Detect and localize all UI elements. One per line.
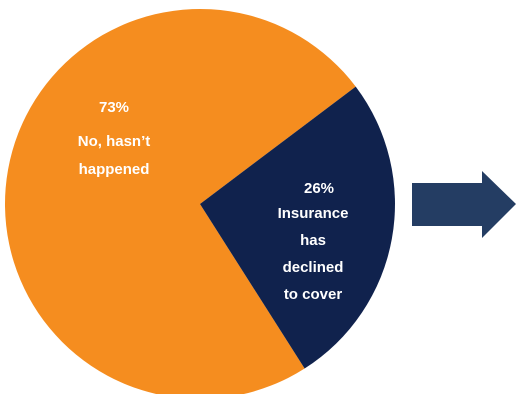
slice-value-label-0: 73%: [99, 99, 129, 116]
slice-label-0-line-1: No, hasn’t: [78, 133, 151, 150]
slice-label-1-line-2: has: [300, 232, 326, 249]
pie-slice-no-hasnt-happened: [4, 9, 356, 394]
slice-value-label-1: 26%: [304, 180, 334, 197]
slice-label-1-line-3: declined: [283, 259, 344, 276]
slice-label-0-line-2: happened: [79, 161, 150, 178]
slice-label-1-line-1: Insurance: [278, 205, 349, 222]
pie-slice-insurance-declined: [200, 86, 395, 369]
slice-label-1-line-4: to cover: [284, 286, 343, 303]
right-arrow-icon: [412, 171, 516, 238]
